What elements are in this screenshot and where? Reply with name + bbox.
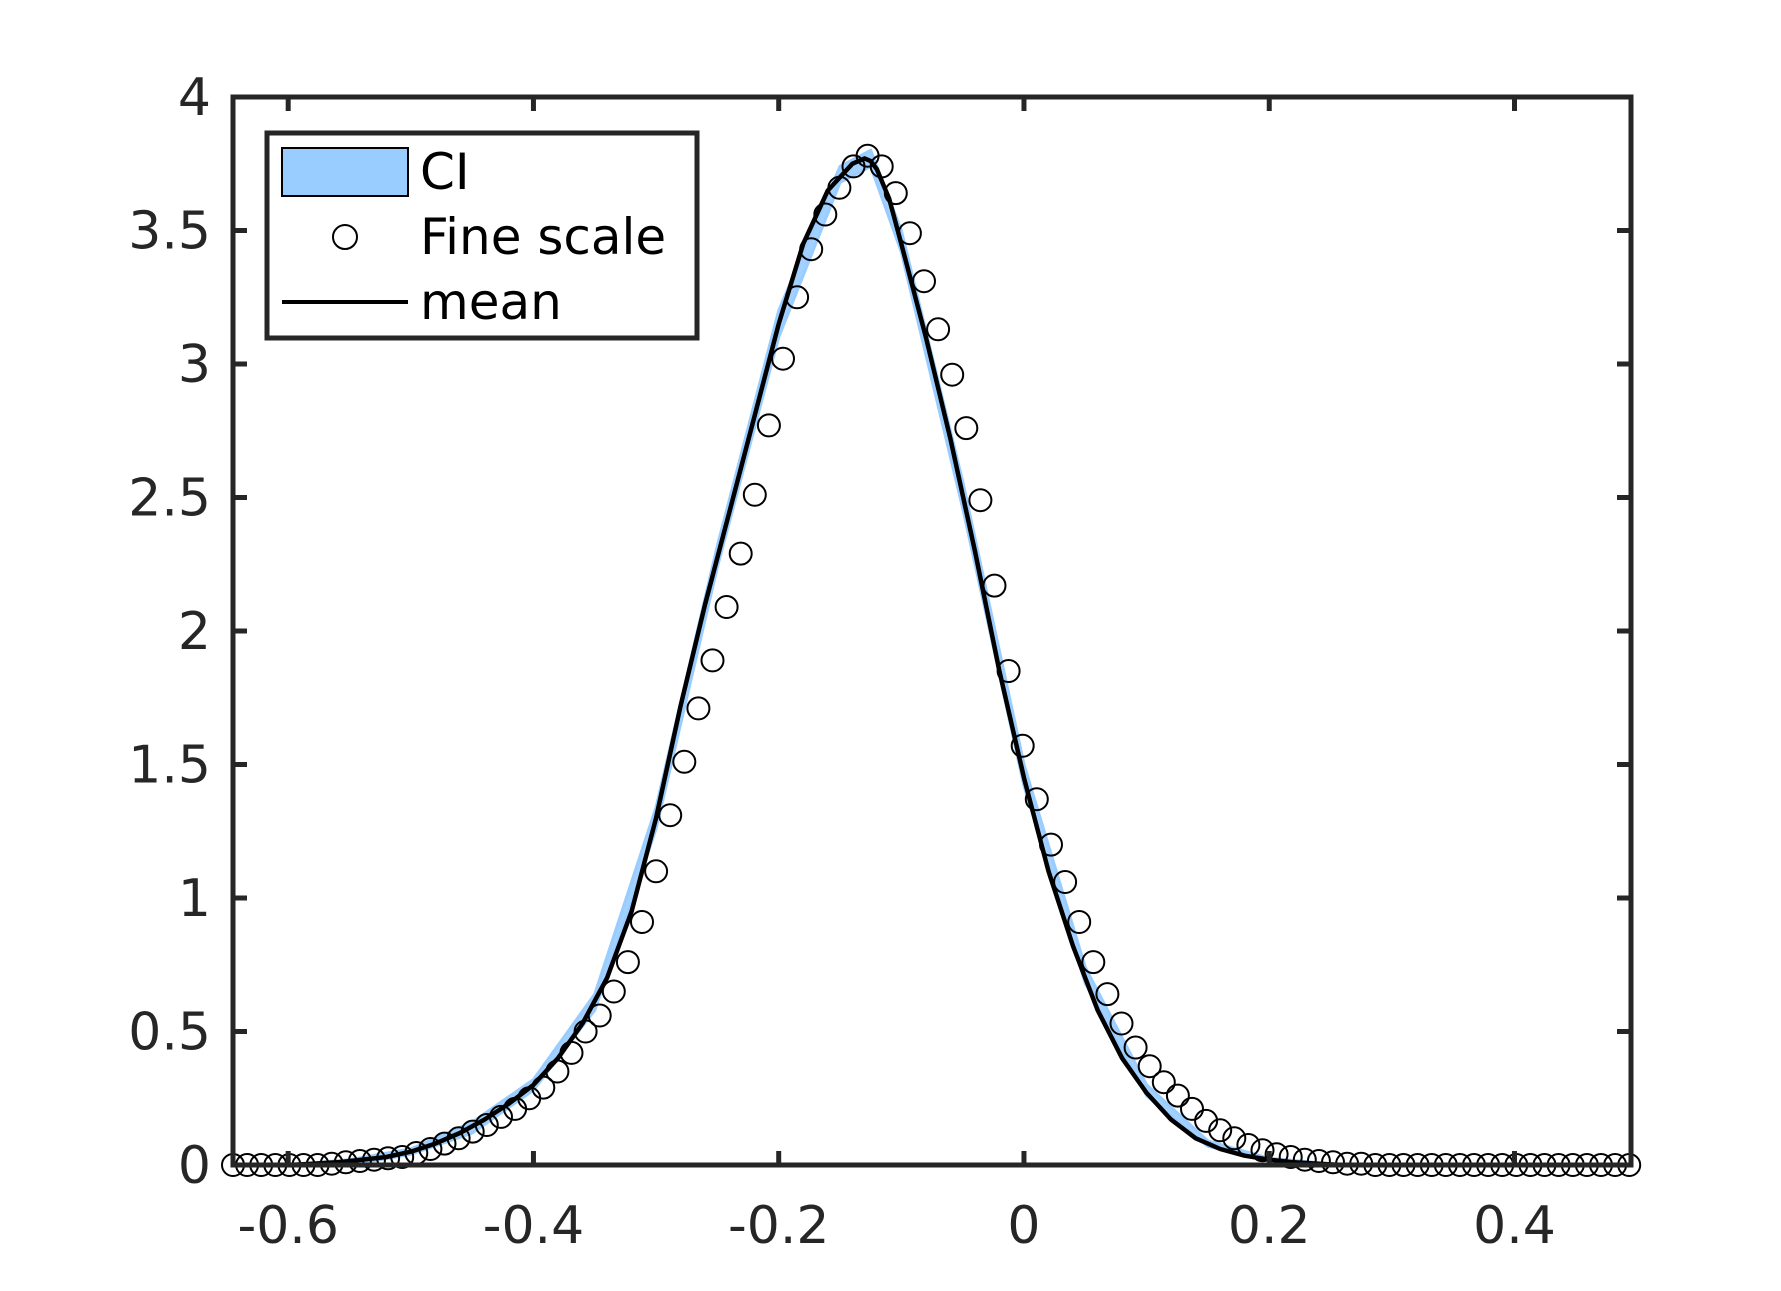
fine-scale-point xyxy=(1081,950,1106,975)
fine-scale-point xyxy=(1067,910,1092,934)
fine-scale-point xyxy=(954,416,979,441)
fine-scale-point xyxy=(940,362,965,387)
fine-scale-point xyxy=(742,482,767,507)
fine-scale-point xyxy=(489,1104,513,1129)
fine-scale-point xyxy=(912,269,936,294)
fine-scale-point xyxy=(686,696,711,721)
fine-scale-point xyxy=(1208,1118,1233,1143)
fine-scale-point xyxy=(1321,1150,1345,1175)
fine-scale-point xyxy=(1306,1149,1331,1173)
legend-fine-scale-marker xyxy=(332,224,358,250)
fine-scale-point xyxy=(672,749,697,774)
fine-scale-point xyxy=(1109,1011,1134,1036)
fine-scale-point xyxy=(376,1146,401,1171)
fine-scale-point xyxy=(1024,787,1049,812)
y-tick-label: 4 xyxy=(178,68,211,128)
fine-scale-point xyxy=(474,1113,499,1137)
fine-scale-point xyxy=(813,202,838,227)
fine-scale-point xyxy=(1222,1126,1247,1151)
fine-scale-point xyxy=(728,541,753,566)
fine-scale-point xyxy=(1165,1083,1190,1108)
fine-scale-point xyxy=(615,950,640,975)
legend-label: Fine scale xyxy=(420,208,666,266)
y-tick-label: 2 xyxy=(178,602,211,662)
fine-scale-point xyxy=(1180,1096,1204,1121)
fine-scale-point xyxy=(1278,1145,1303,1169)
x-tick-label: 0 xyxy=(1007,1196,1040,1256)
fine-scale-point xyxy=(573,1019,598,1044)
fine-scale-point xyxy=(1095,982,1120,1007)
x-tick-label: 0.2 xyxy=(1228,1196,1311,1256)
fine-scale-point xyxy=(1053,870,1078,894)
legend-ci-swatch xyxy=(281,147,409,197)
fine-scale-point xyxy=(968,488,993,513)
fine-scale-point xyxy=(785,285,810,310)
fine-scale-point xyxy=(460,1119,485,1144)
fine-scale-point xyxy=(883,181,908,206)
y-tick-label: 0 xyxy=(178,1136,211,1196)
y-tick-label: 3 xyxy=(178,335,211,395)
fine-scale-point xyxy=(926,317,951,342)
fine-scale-point xyxy=(1010,733,1035,758)
fine-scale-point xyxy=(630,910,654,934)
fine-scale-point xyxy=(1194,1108,1219,1133)
fine-scale-point xyxy=(333,1150,358,1175)
fine-scale-point xyxy=(869,154,894,179)
fine-scale-point xyxy=(446,1126,471,1151)
fine-scale-point xyxy=(601,979,626,1004)
legend-label: CI xyxy=(420,143,470,201)
fine-scale-point xyxy=(545,1059,570,1084)
fine-scale-point xyxy=(418,1137,443,1161)
fine-scale-point xyxy=(587,1003,612,1028)
fine-scale-point xyxy=(390,1145,415,1169)
x-tick-label: -0.2 xyxy=(728,1196,829,1256)
fine-scale-point xyxy=(996,659,1021,683)
fine-scale-point xyxy=(1123,1035,1148,1060)
fine-scale-point xyxy=(644,859,669,884)
y-tick-label: 1.5 xyxy=(128,736,211,796)
fine-scale-point xyxy=(1236,1133,1261,1157)
y-tick-label: 3.5 xyxy=(128,202,211,262)
fine-scale-point xyxy=(799,237,824,262)
fine-scale-point xyxy=(347,1149,372,1173)
fine-scale-point xyxy=(771,346,795,371)
x-tick-label: 0.4 xyxy=(1473,1196,1556,1256)
legend: CI Fine scale mean xyxy=(264,130,700,341)
fine-scale-point xyxy=(982,573,1007,598)
fine-scale-point xyxy=(700,648,725,673)
fine-scale-point xyxy=(658,803,683,828)
fine-scale-point xyxy=(1250,1138,1275,1163)
tick-layer: -0.6 -0.4 -0.2 0 0.2 0.4 0 0.5 1 1.5 2 2.5 3 3.5 4 xyxy=(128,68,1631,1256)
fine-scale-point xyxy=(827,175,852,200)
fine-scale-point xyxy=(1151,1070,1176,1095)
legend-label: mean xyxy=(420,273,562,331)
fine-scale-point xyxy=(432,1131,457,1156)
x-tick-label: -0.6 xyxy=(237,1196,338,1256)
fine-scale-point xyxy=(897,221,922,246)
x-tick-label: -0.4 xyxy=(483,1196,584,1256)
fine-scale-point xyxy=(714,595,739,619)
fine-scale-point xyxy=(362,1147,386,1172)
fine-scale-point xyxy=(1137,1054,1162,1079)
fine-scale-marker-layer xyxy=(221,143,1642,1177)
y-tick-label: 0.5 xyxy=(128,1003,211,1063)
fine-scale-point xyxy=(559,1040,584,1065)
fine-scale-point xyxy=(1292,1147,1317,1172)
fine-scale-point xyxy=(531,1075,556,1100)
fine-scale-point xyxy=(1039,832,1063,857)
y-tick-label: 1 xyxy=(178,869,211,929)
fine-scale-point xyxy=(756,413,781,438)
y-tick-label: 2.5 xyxy=(128,469,211,529)
